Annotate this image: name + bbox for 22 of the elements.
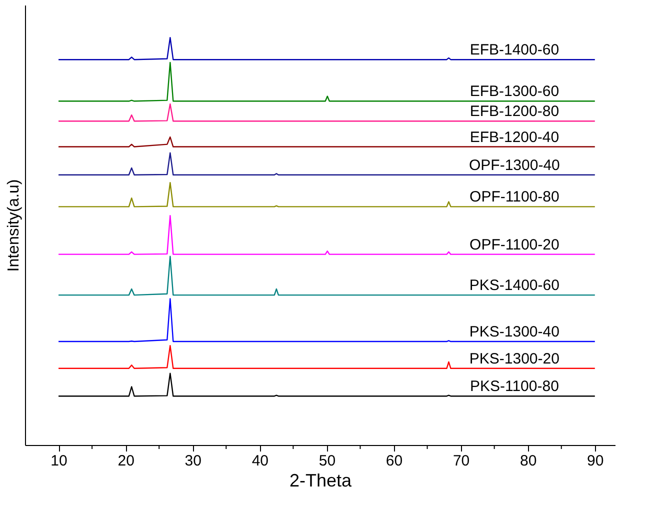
x-axis-title: 2-Theta [289, 470, 352, 490]
series-label: OPF-1300-40 [468, 156, 560, 174]
series-label: PKS-1100-80 [470, 378, 559, 396]
x-tick-label: 80 [520, 452, 537, 470]
series-label: EFB-1300-60 [470, 83, 560, 100]
series-label: EFB-1400-60 [470, 42, 560, 59]
series-label: PKS-1300-20 [469, 350, 560, 368]
x-tick-label: 60 [386, 452, 403, 470]
series-label: OPF-1100-20 [470, 236, 560, 254]
series-label: PKS-1300-40 [469, 324, 560, 341]
x-tick-label: 40 [252, 452, 269, 470]
x-tick-label: 70 [452, 452, 470, 470]
x-tick-label: 50 [318, 452, 336, 470]
series-label: EFB-1200-40 [470, 128, 560, 146]
x-tick-label: 10 [50, 452, 68, 470]
series-label: OPF-1100-80 [470, 188, 560, 206]
x-tick-label: 30 [184, 452, 202, 470]
series-label: PKS-1400-60 [469, 277, 560, 294]
x-tick-label: 20 [118, 452, 134, 470]
series-label: EFB-1200-80 [470, 103, 560, 120]
x-tick-label: 90 [587, 452, 604, 470]
y-axis-title: Intensity(a.u) [6, 179, 22, 272]
